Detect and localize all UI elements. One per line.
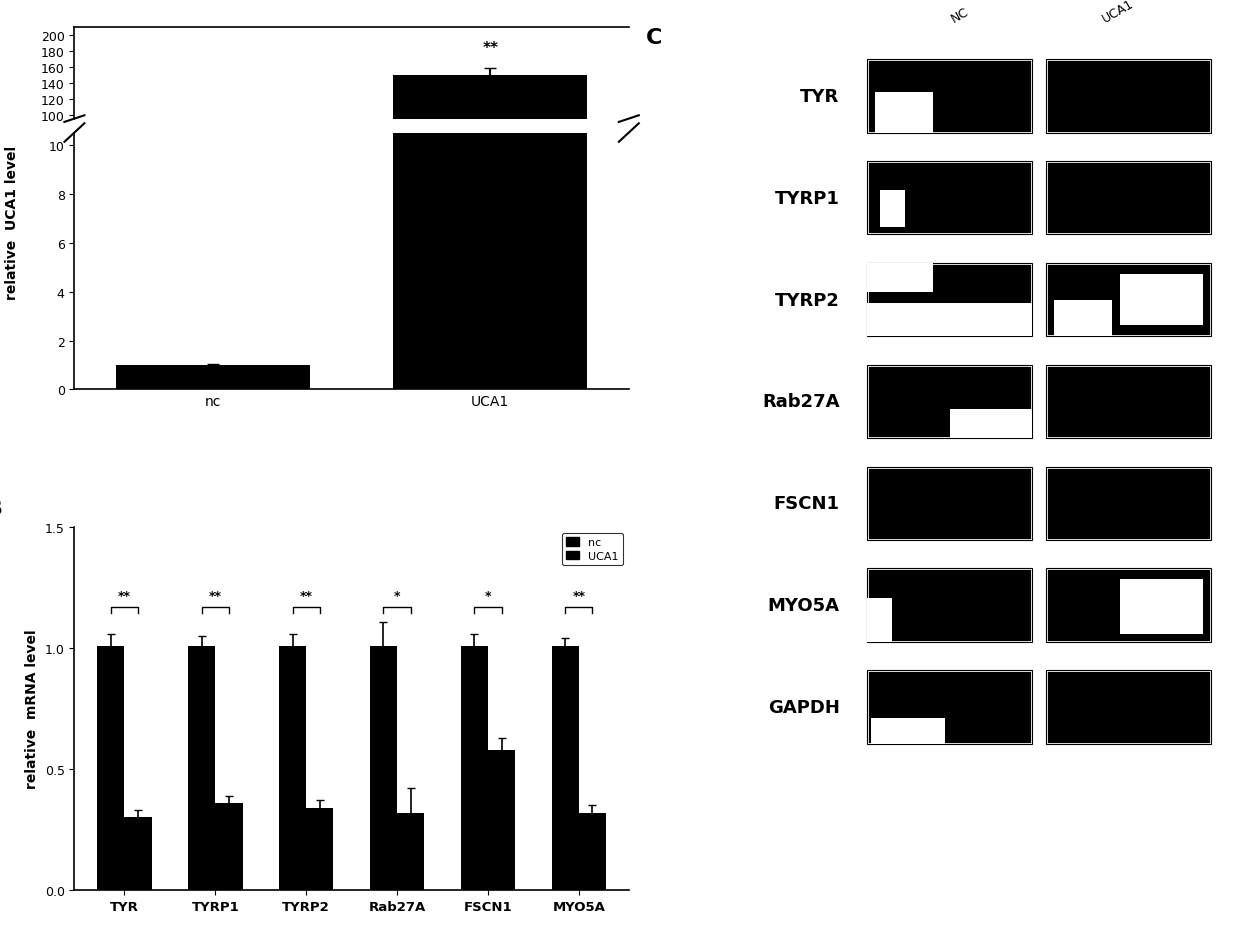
- Bar: [867, 162, 1032, 235]
- Text: GAPDH: GAPDH: [768, 698, 839, 717]
- Bar: [279, 646, 306, 890]
- Bar: [867, 263, 1032, 337]
- Bar: [867, 598, 892, 642]
- Text: B: B: [0, 499, 2, 519]
- Bar: [188, 646, 216, 890]
- Bar: [393, 76, 588, 196]
- Bar: [397, 813, 424, 890]
- Bar: [1047, 365, 1211, 438]
- Text: UCA1: UCA1: [1100, 0, 1136, 26]
- Y-axis label: relative  mRNA level: relative mRNA level: [25, 629, 40, 789]
- Bar: [1047, 162, 1211, 235]
- Bar: [867, 365, 1032, 438]
- Bar: [461, 646, 489, 890]
- Bar: [1047, 670, 1211, 743]
- Bar: [117, 365, 310, 390]
- Bar: [867, 670, 1032, 743]
- Bar: [1120, 579, 1203, 635]
- Bar: [370, 646, 397, 890]
- Text: FSCN1: FSCN1: [774, 495, 839, 513]
- Bar: [867, 60, 1032, 133]
- Bar: [867, 467, 1032, 540]
- Bar: [880, 191, 905, 228]
- Text: C: C: [646, 28, 662, 48]
- Bar: [867, 365, 1032, 438]
- Bar: [97, 646, 124, 890]
- Bar: [950, 410, 1032, 438]
- Text: TYRP1: TYRP1: [775, 189, 839, 208]
- Bar: [867, 467, 1032, 540]
- Text: **: **: [573, 590, 585, 603]
- Bar: [1047, 60, 1211, 133]
- Text: relative  UCA1 level: relative UCA1 level: [5, 146, 20, 299]
- Bar: [867, 263, 934, 293]
- Bar: [579, 813, 606, 890]
- Text: *: *: [485, 590, 491, 603]
- Bar: [124, 818, 151, 890]
- Text: NC: NC: [949, 6, 971, 26]
- Bar: [1047, 670, 1211, 743]
- Bar: [867, 162, 1032, 235]
- Bar: [1047, 569, 1211, 642]
- Bar: [1047, 467, 1211, 540]
- Bar: [1047, 162, 1211, 235]
- Bar: [1047, 569, 1211, 642]
- Bar: [1047, 263, 1211, 337]
- Text: **: **: [118, 590, 131, 603]
- Bar: [1047, 60, 1211, 133]
- Bar: [867, 569, 1032, 642]
- Bar: [867, 263, 1032, 337]
- Text: TYR: TYR: [800, 88, 839, 106]
- Bar: [1047, 467, 1211, 540]
- Bar: [1047, 263, 1211, 337]
- Bar: [875, 93, 934, 133]
- Bar: [870, 718, 945, 743]
- Bar: [216, 803, 243, 890]
- Bar: [867, 670, 1032, 743]
- Bar: [1047, 670, 1211, 743]
- Bar: [867, 162, 1032, 235]
- Bar: [867, 60, 1032, 133]
- Bar: [552, 646, 579, 890]
- Bar: [1047, 569, 1211, 642]
- Bar: [1047, 365, 1211, 438]
- Bar: [867, 467, 1032, 540]
- Bar: [489, 750, 515, 890]
- Bar: [867, 569, 1032, 642]
- Text: Rab27A: Rab27A: [763, 393, 839, 411]
- Bar: [1120, 274, 1203, 326]
- Bar: [867, 60, 1032, 133]
- Bar: [867, 670, 1032, 743]
- Text: *: *: [394, 590, 401, 603]
- Bar: [1054, 300, 1112, 337]
- Bar: [306, 807, 334, 890]
- Text: MYO5A: MYO5A: [768, 596, 839, 615]
- Bar: [1047, 365, 1211, 438]
- Text: TYRP2: TYRP2: [775, 291, 839, 310]
- Bar: [867, 365, 1032, 438]
- Bar: [1047, 60, 1211, 133]
- Legend: nc, UCA1: nc, UCA1: [562, 533, 624, 565]
- Text: **: **: [482, 41, 498, 56]
- Bar: [1047, 467, 1211, 540]
- Bar: [867, 263, 1032, 337]
- Bar: [867, 569, 1032, 642]
- Bar: [1047, 263, 1211, 337]
- Text: **: **: [208, 590, 222, 603]
- Bar: [1047, 162, 1211, 235]
- Bar: [393, 0, 588, 390]
- Bar: [867, 304, 1032, 337]
- Text: **: **: [300, 590, 312, 603]
